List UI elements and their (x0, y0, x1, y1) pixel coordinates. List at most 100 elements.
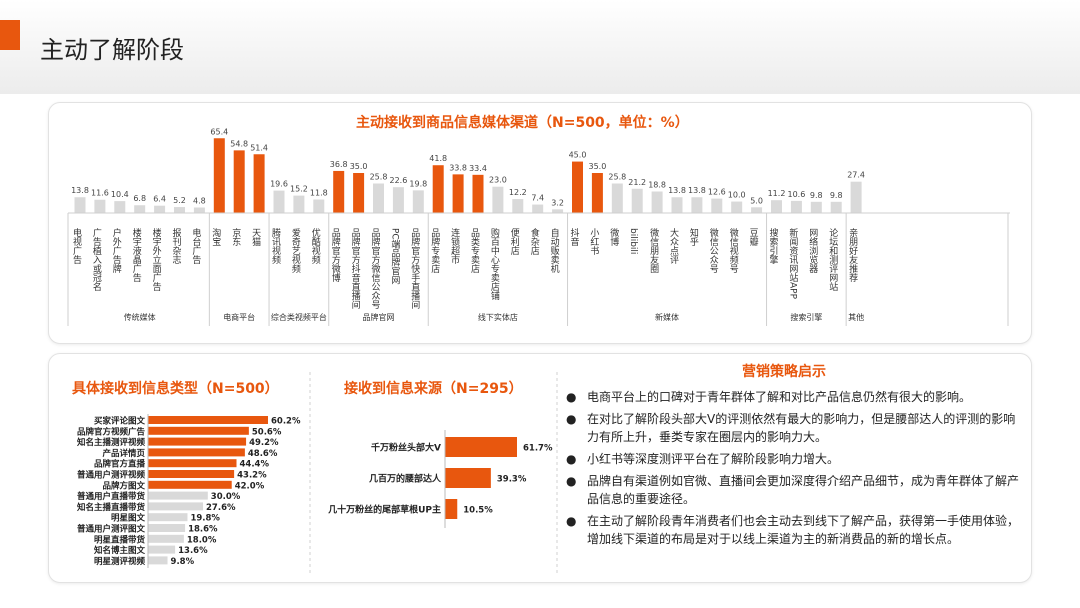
chart1-bar (94, 199, 106, 213)
strategy-list: ● 电商平台上的口碑对于青年群体了解和对比产品信息仍然有很大的影响。 ● 在对比了解… (562, 388, 1024, 552)
chart1-group-label: 品牌官网 (363, 312, 395, 322)
chart3-bar (445, 499, 458, 519)
chart1-value-label: 25.8 (608, 173, 626, 182)
chart2-bar (148, 416, 268, 424)
chart1-category-label: 品牌官方抖音直播间 (350, 228, 361, 310)
chart1-bar (631, 188, 643, 213)
chart1-value-label: 11.6 (91, 189, 109, 198)
chart1-value-label: 35.0 (588, 162, 606, 171)
chart1-bar (114, 201, 126, 213)
chart1-bar (432, 165, 444, 213)
bullet-icon: ● (566, 412, 577, 426)
bullet-icon: ● (566, 514, 577, 528)
chart1-value-label: 7.4 (531, 194, 544, 203)
chart1-bar (790, 200, 802, 213)
chart1-category-label: 豆瓣 (748, 228, 759, 247)
chart1-category-label: 天猫 (250, 228, 261, 247)
strategy-item: ● 品牌自有渠道例如官微、直播间会更加深度得介绍产品细节，成为青年群体了解产品信息… (562, 472, 1024, 508)
chart2-value-label: 19.8% (190, 514, 220, 524)
chart1-category-label: 京东 (230, 227, 241, 246)
chart1-bar (353, 173, 365, 213)
chart1-value-label: 12.2 (509, 188, 527, 197)
chart1-value-label: 5.0 (750, 196, 763, 205)
chart1-bar (313, 199, 325, 213)
chart1-value-label: 10.4 (111, 190, 129, 199)
chart1-category-label: 微信视频号 (728, 227, 739, 274)
chart1-bar (591, 173, 603, 213)
chart1-bar (452, 174, 464, 213)
chart1-category-label: 楼宇外立面广告 (151, 227, 162, 292)
chart1-category-label: 淘宝 (210, 227, 221, 246)
chart1-category-label: 户外广告牌 (111, 227, 122, 274)
chart1-category-label: 腾讯视频 (270, 227, 281, 265)
strategy-item-text: 在主动了解阶段青年消费者们也会主动去到线下了解产品，获得第一手使用体验，增加线下… (587, 514, 1020, 546)
chart3-category-label: 千万粉丝头部大V (371, 442, 441, 454)
chart2-bar (148, 426, 249, 435)
chart2-category-label: 知名主播直播带货 (77, 502, 146, 513)
chart2-bar (148, 502, 204, 511)
chart2-bar (148, 491, 208, 500)
chart1-value-label: 13.8 (668, 186, 686, 195)
chart2-bar (148, 437, 247, 446)
chart1-value-label: 23.0 (489, 176, 507, 185)
chart1-bar (751, 207, 763, 213)
chart1-bar (412, 190, 424, 213)
chart1-category-label: 自动贩卖机 (549, 227, 560, 274)
chart1-bar (651, 191, 663, 213)
chart1-value-label: 6.8 (133, 194, 146, 203)
chart1-category-label: 报刊杂志 (171, 227, 182, 264)
chart1-value-label: 9.8 (810, 191, 823, 200)
accent-block (0, 20, 20, 50)
strategy-item: ● 小红书等深度测评平台在了解阶段影响力增大。 (562, 450, 1024, 468)
chart2-category-label: 明星图文 (111, 513, 146, 524)
chart3-category-label: 几十万粉丝的尾部草根UP主 (328, 504, 441, 516)
chart1-bar (373, 183, 384, 213)
chart1-value-label: 54.8 (230, 139, 248, 148)
chart1-category-label: 购百中心专卖店铺 (489, 227, 500, 301)
chart1-group-label: 电商平台 (223, 312, 255, 322)
chart1-bar (134, 205, 146, 213)
chart1-bar (830, 201, 842, 213)
chart1-bar (293, 195, 305, 213)
chart1-bar (273, 190, 285, 213)
chart1-category-label: 便利店 (509, 227, 520, 256)
chart1-category-label: 亲朋好友推荐 (847, 227, 858, 283)
chart2-value-label: 18.6% (188, 525, 218, 535)
chart1-category-label: PC端品牌官网 (389, 228, 400, 286)
chart1-bar (392, 187, 404, 213)
chart2-category-label: 明星测评视频 (94, 556, 146, 567)
chart3-title: 接收到信息来源（N=295） (344, 381, 523, 397)
chart3-bar (445, 468, 491, 488)
chart1-value-label: 6.4 (153, 195, 166, 204)
strategy-item-text: 品牌自有渠道例如官微、直播间会更加深度得介绍产品细节，成为青年群体了解产品信息的… (587, 474, 1020, 506)
chart1-category-label: 品牌专卖店 (429, 228, 440, 274)
chart1-category-label: 新闻资讯网站APP (787, 227, 798, 300)
chart1-value-label: 27.4 (847, 171, 865, 180)
chart2-bar (148, 448, 245, 457)
insight-panel (48, 353, 1032, 583)
chart1-category-label: 品牌官方快手直播间 (409, 228, 420, 310)
strategy-item-text: 电商平台上的口碑对于青年群体了解和对比产品信息仍然有很大的影响。 (587, 390, 972, 404)
strategy-title: 营销策略启示 (742, 364, 826, 380)
chart1-bar (711, 198, 723, 213)
chart2-category-label: 买家评论图文 (94, 416, 146, 427)
chart1-title: 主动接收到商品信息媒体渠道（N=500，单位：%） (356, 115, 689, 131)
chart1-value-label: 36.8 (330, 160, 348, 169)
chart1-category-label: 食杂店 (529, 227, 540, 256)
chart1-value-label: 13.8 (71, 186, 89, 195)
chart3-value-label: 61.7% (523, 444, 553, 454)
chart2-bar (148, 513, 188, 522)
chart1-bar (731, 201, 743, 213)
chart1-group-label: 线下实体店 (478, 312, 518, 322)
chart1-bar (810, 201, 822, 213)
chart2-category-label: 品牌官方视频广告 (77, 426, 146, 437)
media-channel-panel (48, 102, 1032, 344)
chart1-category-label: 楼宇液晶广告 (131, 227, 142, 283)
chart1-category-label: 电台广告 (190, 227, 201, 265)
chart2-bar (148, 545, 176, 554)
chart1-bar (532, 204, 544, 213)
chart2-value-label: 18.0% (187, 535, 217, 545)
chart2-value-label: 13.6% (178, 546, 208, 556)
chart1-category-label: 抖音 (569, 227, 580, 247)
chart1-value-label: 45.0 (569, 151, 587, 160)
